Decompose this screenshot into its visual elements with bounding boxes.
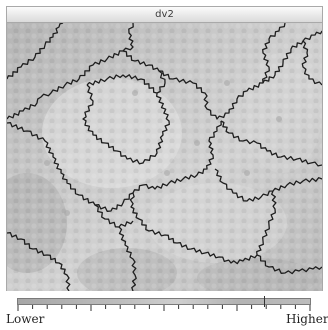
hexagonal-map[interactable] [7,23,322,291]
color-scale-bar [17,298,311,305]
scale-marker [264,296,265,307]
dark-hex-cell [64,210,70,216]
cluster-boundary-line [7,232,71,291]
cluster-boundary-line [7,23,134,120]
dark-hex-cell [276,116,282,122]
legend-lower-label: Lower [6,312,45,326]
dark-hex-cell [132,90,138,96]
dark-hex-cell [244,170,250,176]
cluster-boundary-line [256,254,322,275]
dark-hex-cell [224,80,230,86]
hex-cell-texture [7,23,322,291]
window-title-bar[interactable]: dv2 [6,6,323,23]
cluster-boundary-line [301,40,322,86]
cluster-boundary-line [129,190,277,265]
dark-hex-cell [44,160,50,166]
legend-higher-label: Higher [286,312,328,326]
cluster-boundaries [7,23,322,291]
scale-ticks [17,305,311,311]
cluster-boundary-line [7,23,64,80]
cluster-boundary-line [118,226,137,291]
dark-hex-cell [194,140,200,146]
cluster-boundary-line [122,50,166,94]
cluster-boundary-line [82,74,170,165]
cluster-boundary-line [7,120,222,212]
cluster-boundary-line [214,168,322,202]
cluster-boundary-line [158,30,322,120]
cluster-boundary-line [94,204,134,228]
dark-hex-cell [164,170,170,176]
window-title: dv2 [155,8,174,20]
cluster-boundary-line [262,23,286,84]
som-map-panel[interactable] [6,23,323,291]
cluster-boundary-line [220,120,322,167]
